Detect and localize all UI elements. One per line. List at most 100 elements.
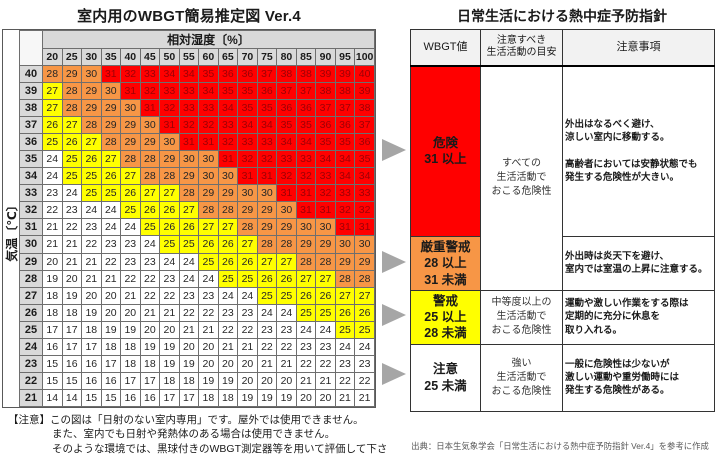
wbgt-value-cell: 26 xyxy=(295,286,317,305)
wbgt-value-cell: 25 xyxy=(61,150,83,169)
wbgt-value-cell: 23 xyxy=(237,303,258,322)
wbgt-value-cell: 32 xyxy=(256,150,278,169)
wbgt-value-cell: 28 xyxy=(139,167,161,186)
wbgt-value-cell: 17 xyxy=(159,388,180,408)
wbgt-value-cell: 30 xyxy=(159,133,180,152)
header-precautions: 注意事項 xyxy=(562,29,715,67)
wbgt-value-cell: 21 xyxy=(276,354,297,373)
wbgt-value-cell: 22 xyxy=(81,235,102,254)
wbgt-value-cell: 34 xyxy=(159,64,180,84)
wbgt-value-cell: 30 xyxy=(354,235,375,254)
wbgt-value-cell: 26 xyxy=(159,218,180,237)
wbgt-value-cell: 25 xyxy=(315,303,336,322)
wbgt-value-cell: 29 xyxy=(120,133,141,152)
humidity-tick: 40 xyxy=(120,48,141,66)
temperature-tick: 31 xyxy=(19,218,43,237)
wbgt-value-cell: 35 xyxy=(237,82,258,101)
wbgt-matrix-panel: 気温〔℃〕 相対湿度〔%〕 20 25 30 35 40 45 50 55 60 65 70 75 80 8… xyxy=(2,29,376,408)
wbgt-value-cell: 30 xyxy=(178,150,200,169)
wbgt-value-cell: 26 xyxy=(217,235,239,254)
wbgt-value-cell: 34 xyxy=(237,116,258,135)
wbgt-value-cell: 34 xyxy=(295,133,317,152)
wbgt-matrix-table: 相対湿度〔%〕 20 25 30 35 40 45 50 55 60 65 70 75 80 85 90 95 1… xyxy=(19,30,375,408)
wbgt-value-cell: 30 xyxy=(198,150,219,169)
wbgt-value-cell: 22 xyxy=(178,303,200,322)
temperature-tick: 33 xyxy=(19,184,43,203)
wbgt-value-cell: 30 xyxy=(295,218,317,237)
wbgt-value-cell: 29 xyxy=(256,201,278,220)
temperature-tick: 23 xyxy=(19,354,43,373)
wbgt-value-cell: 17 xyxy=(120,371,141,390)
wbgt-value-cell: 24 xyxy=(354,337,375,356)
wbgt-value-cell: 19 xyxy=(178,354,200,373)
wbgt-value-cell: 20 xyxy=(256,371,278,390)
wbgt-value-cell: 28 xyxy=(237,218,258,237)
wbgt-value-cell: 31 xyxy=(354,218,375,237)
wbgt-value-cell: 18 xyxy=(217,388,239,408)
wbgt-value-cell: 20 xyxy=(100,286,122,305)
humidity-axis-label: 相対湿度〔%〕 xyxy=(42,30,375,49)
temperature-tick: 40 xyxy=(19,64,43,84)
humidity-tick: 30 xyxy=(81,48,102,66)
wbgt-value-cell: 22 xyxy=(256,337,278,356)
wbgt-value-cell: 30 xyxy=(315,218,336,237)
wbgt-value-cell: 32 xyxy=(120,64,141,84)
wbgt-value-cell: 28 xyxy=(198,201,219,220)
wbgt-value-cell: 15 xyxy=(100,388,122,408)
wbgt-value-cell: 25 xyxy=(354,320,375,339)
wbgt-value-cell: 28 xyxy=(256,235,278,254)
wbgt-value-cell: 31 xyxy=(334,218,356,237)
wbgt-value-cell: 23 xyxy=(217,303,239,322)
wbgt-value-cell: 24 xyxy=(217,286,239,305)
wbgt-value-cell: 25 xyxy=(198,252,219,271)
wbgt-value-cell: 25 xyxy=(81,184,102,203)
wbgt-value-cell: 39 xyxy=(334,64,356,84)
wbgt-value-cell: 29 xyxy=(256,218,278,237)
wbgt-value-cell: 22 xyxy=(159,286,180,305)
wbgt-value-cell: 28 xyxy=(139,150,161,169)
wbgt-value-cell: 25 xyxy=(237,269,258,288)
wbgt-value-cell: 26 xyxy=(120,184,141,203)
wbgt-value-cell: 38 xyxy=(295,64,317,84)
wbgt-value-cell: 19 xyxy=(276,388,297,408)
wbgt-value-cell: 28 xyxy=(42,64,63,84)
wbgt-value-cell: 20 xyxy=(42,252,63,271)
humidity-tick: 70 xyxy=(237,48,258,66)
wbgt-value-cell: 36 xyxy=(315,116,336,135)
wbgt-value-cell: 22 xyxy=(139,269,161,288)
wbgt-value-cell: 20 xyxy=(237,354,258,373)
wbgt-value-cell: 37 xyxy=(334,99,356,118)
wbgt-value-cell: 37 xyxy=(315,99,336,118)
arrow-severe-icon xyxy=(382,251,406,273)
humidity-tick: 45 xyxy=(139,48,161,66)
wbgt-value-cell: 24 xyxy=(315,320,336,339)
wbgt-value-cell: 22 xyxy=(100,252,122,271)
humidity-tick: 90 xyxy=(315,48,336,66)
wbgt-value-cell: 23 xyxy=(81,218,102,237)
wbgt-value-cell: 24 xyxy=(237,286,258,305)
wbgt-value-cell: 26 xyxy=(198,235,219,254)
wbgt-value-cell: 28 xyxy=(315,252,336,271)
wbgt-value-cell: 28 xyxy=(354,269,375,288)
wbgt-value-cell: 20 xyxy=(159,320,180,339)
wbgt-value-cell: 20 xyxy=(276,371,297,390)
wbgt-value-cell: 28 xyxy=(295,252,317,271)
wbgt-value-cell: 32 xyxy=(237,150,258,169)
level-warning: 警戒 25 以上 28 未満 xyxy=(410,289,481,345)
wbgt-value-cell: 27 xyxy=(198,218,219,237)
wbgt-value-cell: 21 xyxy=(198,320,219,339)
temperature-tick: 37 xyxy=(19,116,43,135)
wbgt-value-cell: 22 xyxy=(295,354,317,373)
wbgt-value-cell: 16 xyxy=(61,354,83,373)
wbgt-value-cell: 30 xyxy=(100,82,122,101)
wbgt-value-cell: 21 xyxy=(100,269,122,288)
wbgt-value-cell: 25 xyxy=(139,218,161,237)
wbgt-value-cell: 28 xyxy=(217,201,239,220)
wbgt-value-cell: 30 xyxy=(120,99,141,118)
wbgt-value-cell: 16 xyxy=(100,371,122,390)
wbgt-value-cell: 40 xyxy=(354,64,375,84)
humidity-tick: 25 xyxy=(61,48,83,66)
wbgt-value-cell: 27 xyxy=(159,184,180,203)
wbgt-value-cell: 27 xyxy=(100,150,122,169)
left-panel-title: 室内用のWBGT簡易推定図 Ver.4 xyxy=(77,8,301,25)
